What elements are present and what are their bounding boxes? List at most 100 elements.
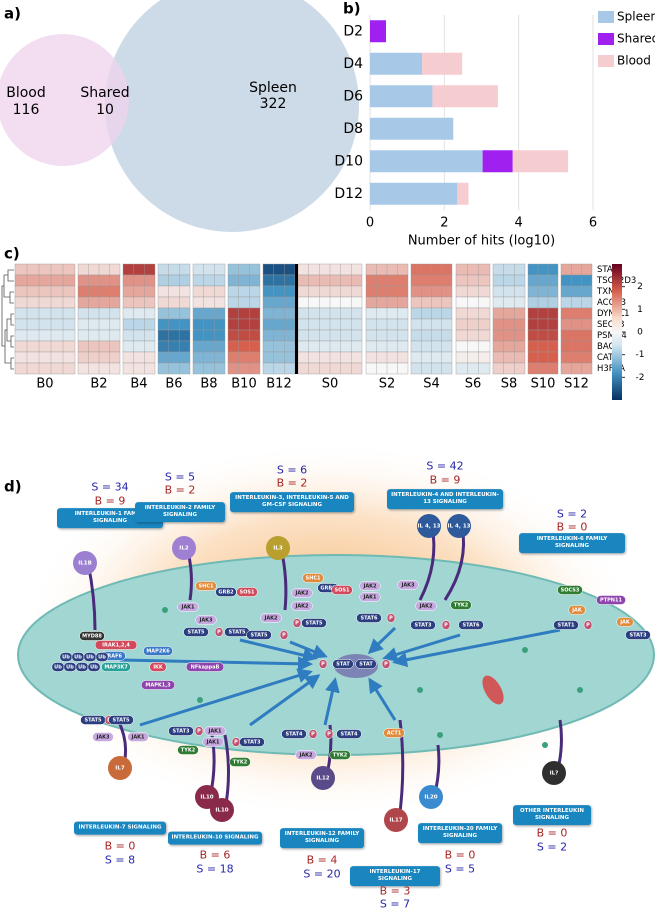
molecule-label: IRAK1,2,4 [102,643,130,649]
arrows [119,626,561,727]
molecule [177,602,199,612]
heatmap-cell [192,362,226,375]
column-label: B2 [90,377,107,392]
heatmap-cell [527,362,559,375]
heatmap-cell [14,296,76,309]
heatmap-cell [192,340,226,353]
molecule-label: JAK [571,608,583,614]
molecule-label: MYD88 [82,634,102,640]
molecule-label: STAT1 [558,623,576,629]
molecule-label: STAT5 [251,633,269,639]
molecule-label: SOS1 [335,588,350,594]
molecule [279,630,289,640]
heatmap-cell [14,318,76,331]
ligand [172,536,196,560]
blood-count: B = 6 [199,848,231,862]
bar-segment [457,182,469,205]
molecule [397,580,419,590]
pathway-title: INTERLEUKIN-20 FAMILY SIGNALING [418,823,502,843]
venn-count: 10 [96,102,114,118]
molecule [204,726,226,736]
molecule-label: JAK [619,620,631,626]
heatmap-cell [262,351,296,364]
molecule-label: Ub [54,665,62,671]
molecule [301,618,327,628]
venn-count: 116 [13,102,40,118]
molecule-label: JAK3 [400,583,415,589]
legend-label: Shared [617,32,655,46]
molecule-label: NFkappaB [191,665,220,671]
colorbar-label: 0 [637,328,643,338]
column-label: S10 [531,377,556,392]
molecule-label: TYK2 [454,603,469,609]
molecule-label: SOCS3 [561,588,580,594]
ligand-label: IL10 [215,808,228,814]
legend-swatch [598,55,614,67]
heatmap-cell [157,285,191,298]
heatmap-cell [192,351,226,364]
heatmap-cell [455,340,491,353]
ligand [311,766,335,790]
heatmap-cell [192,329,226,342]
venn-label: Shared [80,85,129,101]
bar-segment [512,150,569,173]
molecule-label: MAP2K6 [146,649,170,655]
heatmap-cell [122,362,156,375]
molecule-label: STAT [336,662,350,668]
heatmap-cell [192,307,226,320]
heatmap-cell [192,263,226,276]
venn-count: 322 [260,96,287,112]
heatmap-cell [455,296,491,309]
molecule [168,726,194,736]
bar-segment [370,20,386,43]
ligand [419,785,443,809]
molecule [92,732,114,742]
ligand-label: IL3 [273,546,283,552]
colorbar-label: -1 [636,350,645,360]
molecule [359,592,381,602]
column-label: S4 [423,377,440,392]
molecule-label: STAT5 [306,621,324,627]
molecule-label: JAK2 [294,604,309,610]
heatmap-cell [14,274,76,287]
heatmap-cell [560,362,593,375]
molecule-label: STAT4 [341,732,359,738]
heatmap-cell [14,340,76,353]
column-label: S2 [379,377,396,392]
molecule-label: P [295,621,299,627]
y-tick-label: D2 [343,23,363,39]
molecule [381,659,391,669]
molecule [214,627,224,637]
heatmap-cell [14,362,76,375]
molecule-label: STAT5 [113,718,131,724]
bar-segment [370,182,458,205]
heatmap-cell [560,351,593,364]
molecule-label: SOS1 [240,590,255,596]
blood-count: B = 0 [444,848,476,862]
molecule-label: P [282,633,286,639]
spleen-count: S = 18 [196,862,234,876]
heatmap-cell [560,274,593,287]
bar-segment [482,150,513,173]
molecule [302,573,324,583]
molecule-label: SHC1 [306,576,321,582]
molecule-label: Ub [90,665,98,671]
ligand [542,761,566,785]
molecule-label: TYK2 [333,753,348,759]
molecule [229,757,251,767]
heatmap-cell [560,329,593,342]
molecule [553,620,579,630]
ligand [417,514,441,538]
heatmap-cell [14,285,76,298]
spleen-count: S = 20 [303,867,341,881]
molecule-label: JAK2 [298,753,313,759]
heatmap-cell [492,263,526,276]
heatmap-cell [527,274,559,287]
heatmap-cell [560,318,593,331]
ligand-label: IL 4, 13 [418,524,441,530]
molecule [383,728,405,738]
molecule-label: P [234,740,238,746]
heatmap-cell [492,285,526,298]
heatmap-cell [157,307,191,320]
